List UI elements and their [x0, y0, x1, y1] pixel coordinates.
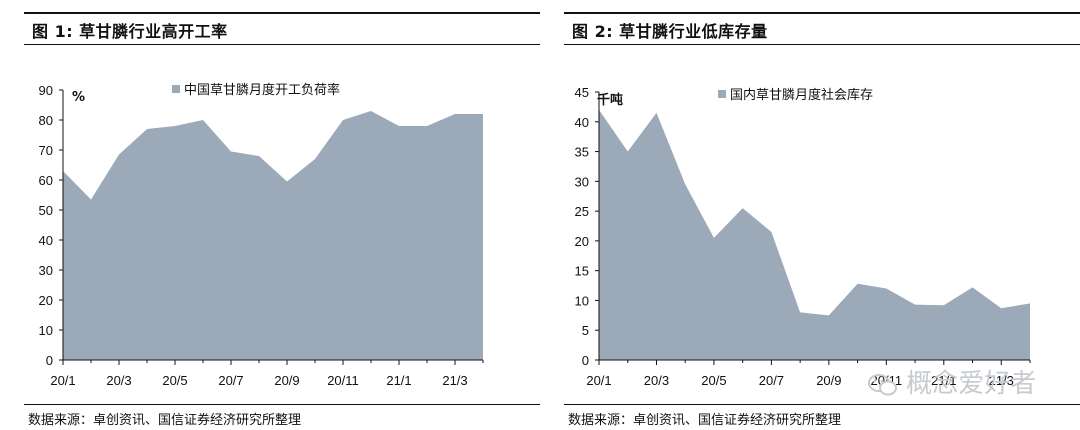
legend-swatch: [172, 85, 180, 93]
watermark: 概念爱好者: [868, 363, 1036, 400]
y-tick-label: 0: [582, 353, 589, 368]
y-tick-label: 40: [39, 233, 53, 248]
x-tick-label: 21/3: [989, 373, 1014, 388]
y-tick-label: 80: [39, 113, 53, 128]
x-tick-label: 20/11: [327, 373, 359, 388]
legend-label: 国内草甘膦月度社会库存: [730, 87, 873, 103]
legend-label: 中国草甘膦月度开工负荷率: [184, 82, 340, 98]
figure-1-source-divider: [24, 404, 540, 405]
series-area: [63, 111, 483, 360]
chart-1-svg: 0 10 20 30 40 50 60 70 80 90 20/1 20/3 20/5 20/7 20/9 2…: [39, 82, 484, 388]
legend-swatch: [718, 90, 726, 98]
x-tick-label: 20/1: [50, 373, 75, 388]
y-tick-label: 45: [575, 85, 589, 100]
figure-1-title-bar: 图 1: 草甘膦行业高开工率: [24, 12, 540, 45]
y-tick-label: 10: [575, 293, 589, 308]
figure-2-source: 数据来源：卓创资讯、国信证券经济研究所整理: [568, 413, 842, 428]
series-area: [599, 109, 1030, 361]
y-tick-label: 25: [575, 204, 589, 219]
y-tick-label: 30: [575, 174, 589, 189]
chart-2-svg: 05101520253035404520/120/320/520/720/920…: [575, 85, 1031, 388]
x-tick-label: 20/7: [759, 373, 784, 388]
y-tick-label: 15: [575, 264, 589, 279]
y-tick-label: 10: [39, 323, 53, 338]
x-tick-label: 20/9: [816, 373, 841, 388]
x-tick-label: 20/7: [218, 373, 243, 388]
y-tick-label: 50: [39, 203, 53, 218]
figure-2-title-bar: 图 2: 草甘膦行业低库存量: [564, 12, 1080, 45]
x-tick-label: 20/3: [106, 373, 131, 388]
y-tick-label: 30: [39, 263, 53, 278]
y-tick-label: 5: [582, 323, 589, 338]
x-tick-label: 20/3: [644, 373, 669, 388]
y-tick-label: 40: [575, 115, 589, 130]
wechat-icon: [868, 373, 897, 395]
y-tick-label: 35: [575, 145, 589, 160]
x-tick-label: 21/1: [386, 373, 411, 388]
y-tick-label: 70: [39, 143, 53, 158]
x-tick-label: 20/5: [162, 373, 187, 388]
x-tick-label: 20/9: [274, 373, 299, 388]
y-unit-label: 千吨: [597, 92, 623, 108]
y-unit-label: %: [72, 90, 85, 105]
x-tick-label: 20/1: [586, 373, 611, 388]
y-tick-label: 0: [46, 353, 53, 368]
y-tick-label: 60: [39, 173, 53, 188]
figure-2-source-divider: [564, 404, 1080, 405]
y-tick-label: 20: [39, 293, 53, 308]
figure-1-source: 数据来源：卓创资讯、国信证券经济研究所整理: [28, 413, 302, 428]
x-tick-label: 21/3: [442, 373, 467, 388]
watermark-text: 概念爱好者: [906, 369, 1037, 399]
y-tick-label: 90: [39, 83, 53, 98]
figure-1-panel: 图 1: 草甘膦行业高开工率 0 10 20 30 40 50 60 70 80 90 20/1 20…: [24, 12, 540, 428]
y-tick-label: 20: [575, 234, 589, 249]
figure-1-title: 图 1: 草甘膦行业高开工率: [32, 22, 228, 41]
x-tick-label: 20/5: [701, 373, 726, 388]
x-tick-label: 21/1: [931, 373, 956, 388]
figure-2-title: 图 2: 草甘膦行业低库存量: [572, 22, 768, 41]
